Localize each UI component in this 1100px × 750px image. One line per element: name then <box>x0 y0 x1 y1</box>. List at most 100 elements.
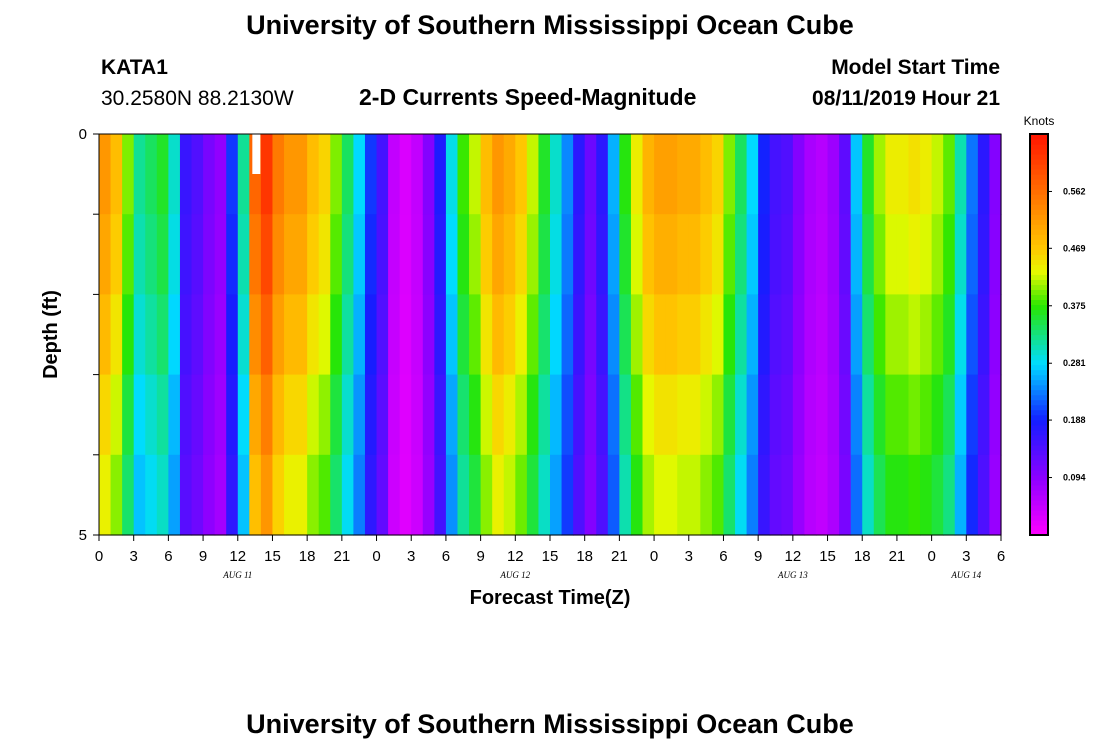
heatmap-cell <box>434 294 447 376</box>
heatmap-cell <box>318 374 331 456</box>
heatmap-cell <box>330 454 343 536</box>
heatmap-cell <box>885 294 898 376</box>
heatmap-cell <box>792 454 806 536</box>
heatmap-cell <box>630 454 644 536</box>
heatmap-cell <box>619 454 632 536</box>
heatmap-cell <box>839 374 852 456</box>
x-tick-label: 3 <box>130 548 138 565</box>
heatmap-cell <box>492 374 505 456</box>
heatmap-cell <box>122 214 135 295</box>
heatmap-cell <box>943 374 956 456</box>
heatmap-cell <box>191 454 204 536</box>
colorbar-segment <box>1030 219 1048 225</box>
heatmap-cell <box>526 294 540 376</box>
colorbar-segment <box>1030 269 1048 275</box>
heatmap-cell <box>284 134 297 215</box>
x-tick-label: 6 <box>719 548 727 565</box>
heatmap-cell <box>214 294 227 376</box>
x-tick-label: 3 <box>407 548 415 565</box>
heatmap-cell <box>272 374 285 456</box>
colorbar-segment <box>1030 289 1048 295</box>
heatmap-cell <box>388 374 401 456</box>
x-tick-label: 0 <box>95 548 103 565</box>
colorbar-segment <box>1030 214 1048 220</box>
heatmap-cell <box>399 134 412 215</box>
heatmap-cell <box>550 214 563 295</box>
heatmap-cell <box>515 454 528 536</box>
heatmap-cell <box>989 374 1002 456</box>
heatmap-cell <box>538 294 551 376</box>
colorbar-segment <box>1030 389 1048 396</box>
colorbar-segment <box>1030 519 1048 526</box>
heatmap-cell <box>573 374 586 456</box>
date-label: AUG 13 <box>777 570 808 580</box>
heatmap-cell <box>677 374 690 456</box>
colorbar-segment <box>1030 229 1048 235</box>
colorbar-segment <box>1030 259 1048 265</box>
heatmap-cell <box>295 214 308 295</box>
heatmap-cell <box>203 374 216 456</box>
heatmap-cell <box>977 454 991 536</box>
heatmap-cell <box>769 374 782 456</box>
heatmap-cell <box>711 214 725 295</box>
colorbar-segment <box>1030 184 1048 190</box>
heatmap-cell <box>376 294 389 376</box>
heatmap-cell <box>850 454 863 536</box>
colorbar-segment <box>1030 284 1048 290</box>
heatmap-cell <box>931 134 944 215</box>
station-id: KATA1 <box>101 56 168 79</box>
heatmap-cell <box>341 374 355 456</box>
heatmap-cell <box>284 454 297 536</box>
heatmap-cell <box>654 134 667 215</box>
heatmap-cell <box>538 374 551 456</box>
heatmap-cell <box>977 134 991 215</box>
heatmap-cell <box>364 454 378 536</box>
heatmap-cell <box>561 214 574 295</box>
heatmap-cell <box>295 294 308 376</box>
y-tick-label: 0 <box>79 126 87 143</box>
heatmap-cell <box>885 374 898 456</box>
heatmap-cell <box>920 134 933 215</box>
heatmap-cell <box>677 134 690 215</box>
heatmap-cell <box>480 214 493 295</box>
colorbar-tick-label: 0.188 <box>1063 415 1086 425</box>
heatmap-cell <box>191 294 204 376</box>
heatmap-cell <box>943 214 956 295</box>
heatmap-cell <box>596 374 609 456</box>
x-tick-label: 18 <box>576 548 593 565</box>
heatmap-cell <box>966 294 979 376</box>
heatmap-cell <box>966 454 979 536</box>
heatmap-cell <box>145 454 158 536</box>
colorbar-segment <box>1030 479 1048 486</box>
model-start-label: Model Start Time <box>831 56 1000 79</box>
heatmap-cell <box>630 374 644 456</box>
colorbar-segment <box>1030 199 1048 205</box>
heatmap-cell <box>642 214 655 295</box>
colorbar-segment <box>1030 249 1048 255</box>
heatmap-cell <box>688 374 701 456</box>
heatmap-cell <box>168 374 181 456</box>
heatmap-cell <box>769 454 782 536</box>
heatmap-cell <box>989 294 1002 376</box>
heatmap-cell <box>550 374 563 456</box>
colorbar-segment <box>1030 469 1048 476</box>
heatmap-cell <box>237 214 250 295</box>
heatmap-cell <box>839 214 852 295</box>
heatmap-cell <box>943 134 956 215</box>
heatmap-cell <box>469 134 482 215</box>
heatmap-cell <box>179 454 193 536</box>
colorbar-segment <box>1030 449 1048 456</box>
colorbar-segment <box>1030 139 1048 145</box>
heatmap-cell <box>434 454 447 536</box>
heatmap-cell <box>758 134 771 215</box>
heatmap-cell <box>677 294 690 376</box>
heatmap-cell <box>422 374 435 456</box>
colorbar-segment <box>1030 164 1048 170</box>
heatmap-cell <box>168 454 181 536</box>
heatmap-cell <box>376 454 389 536</box>
colorbar-segment <box>1030 174 1048 180</box>
heatmap-cell <box>503 454 516 536</box>
heatmap-cell <box>989 214 1002 295</box>
colorbar-segment <box>1030 149 1048 155</box>
heatmap-cell <box>307 374 320 456</box>
